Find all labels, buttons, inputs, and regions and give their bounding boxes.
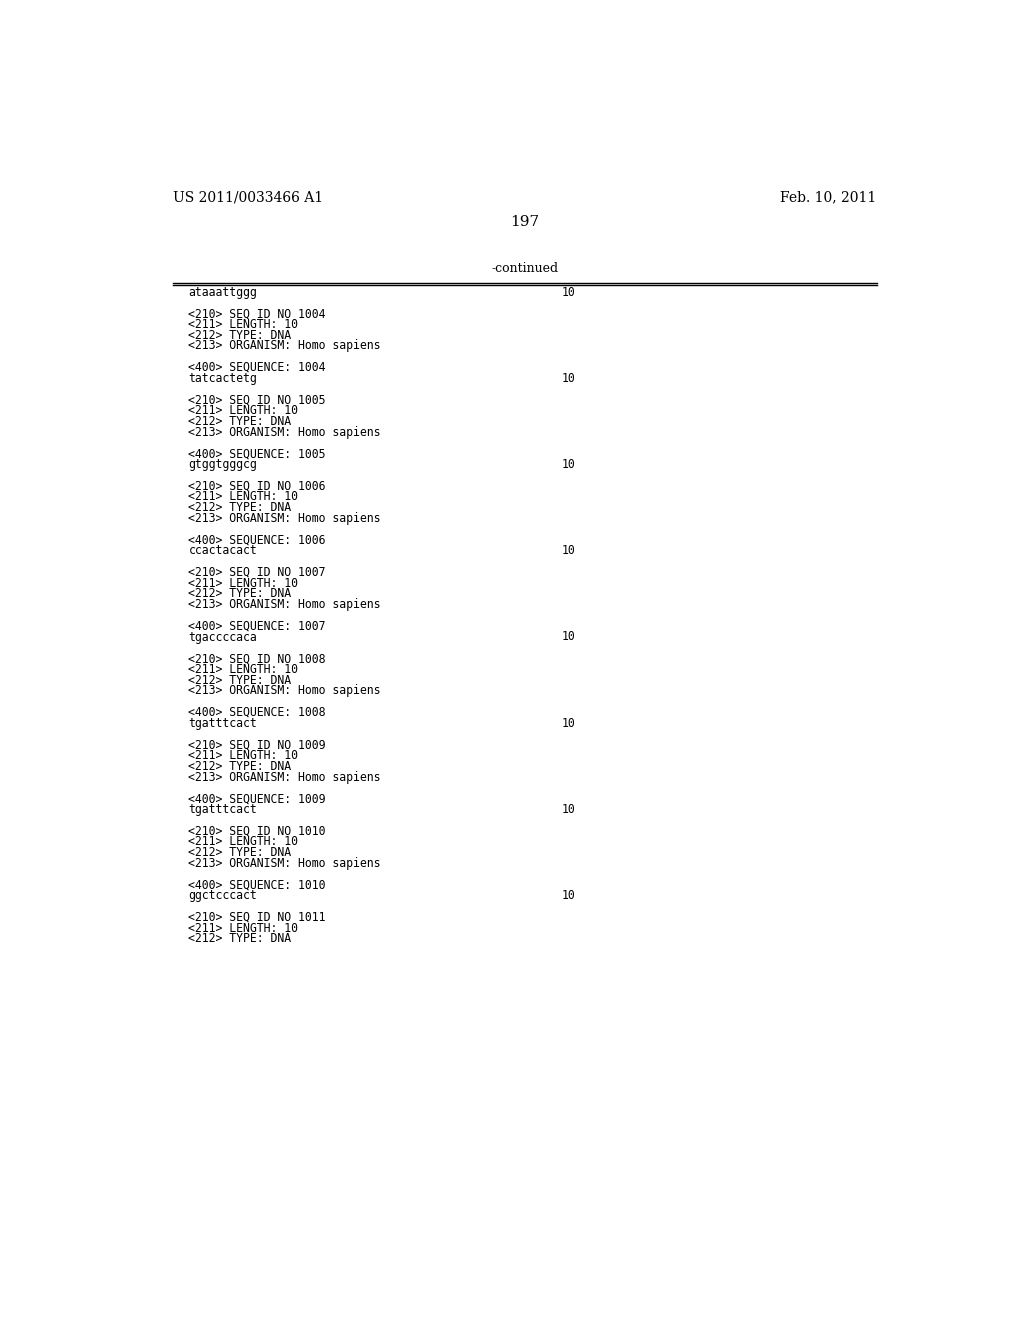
Text: <213> ORGANISM: Homo sapiens: <213> ORGANISM: Homo sapiens: [188, 598, 381, 611]
Text: <400> SEQUENCE: 1008: <400> SEQUENCE: 1008: [188, 706, 326, 719]
Text: 10: 10: [562, 631, 575, 644]
Text: <211> LENGTH: 10: <211> LENGTH: 10: [188, 836, 298, 849]
Text: <210> SEQ ID NO 1005: <210> SEQ ID NO 1005: [188, 393, 326, 407]
Text: <212> TYPE: DNA: <212> TYPE: DNA: [188, 760, 292, 774]
Text: <210> SEQ ID NO 1006: <210> SEQ ID NO 1006: [188, 479, 326, 492]
Text: <210> SEQ ID NO 1011: <210> SEQ ID NO 1011: [188, 911, 326, 924]
Text: <210> SEQ ID NO 1007: <210> SEQ ID NO 1007: [188, 566, 326, 579]
Text: <212> TYPE: DNA: <212> TYPE: DNA: [188, 932, 292, 945]
Text: <211> LENGTH: 10: <211> LENGTH: 10: [188, 577, 298, 590]
Text: ggctcccact: ggctcccact: [188, 890, 257, 903]
Text: <212> TYPE: DNA: <212> TYPE: DNA: [188, 673, 292, 686]
Text: US 2011/0033466 A1: US 2011/0033466 A1: [173, 190, 324, 205]
Text: <211> LENGTH: 10: <211> LENGTH: 10: [188, 318, 298, 331]
Text: <210> SEQ ID NO 1004: <210> SEQ ID NO 1004: [188, 308, 326, 321]
Text: ccactacact: ccactacact: [188, 544, 257, 557]
Text: tatcactetg: tatcactetg: [188, 372, 257, 385]
Text: <211> LENGTH: 10: <211> LENGTH: 10: [188, 490, 298, 503]
Text: <211> LENGTH: 10: <211> LENGTH: 10: [188, 663, 298, 676]
Text: <400> SEQUENCE: 1010: <400> SEQUENCE: 1010: [188, 878, 326, 891]
Text: <400> SEQUENCE: 1004: <400> SEQUENCE: 1004: [188, 360, 326, 374]
Text: tgaccccaca: tgaccccaca: [188, 631, 257, 644]
Text: 10: 10: [562, 285, 575, 298]
Text: <212> TYPE: DNA: <212> TYPE: DNA: [188, 846, 292, 859]
Text: <400> SEQUENCE: 1009: <400> SEQUENCE: 1009: [188, 792, 326, 805]
Text: <213> ORGANISM: Homo sapiens: <213> ORGANISM: Homo sapiens: [188, 684, 381, 697]
Text: <211> LENGTH: 10: <211> LENGTH: 10: [188, 921, 298, 935]
Text: <210> SEQ ID NO 1008: <210> SEQ ID NO 1008: [188, 652, 326, 665]
Text: -continued: -continued: [492, 263, 558, 276]
Text: <211> LENGTH: 10: <211> LENGTH: 10: [188, 404, 298, 417]
Text: <210> SEQ ID NO 1010: <210> SEQ ID NO 1010: [188, 825, 326, 838]
Text: 10: 10: [562, 890, 575, 903]
Text: <213> ORGANISM: Homo sapiens: <213> ORGANISM: Homo sapiens: [188, 771, 381, 784]
Text: 10: 10: [562, 458, 575, 471]
Text: <212> TYPE: DNA: <212> TYPE: DNA: [188, 502, 292, 515]
Text: <210> SEQ ID NO 1009: <210> SEQ ID NO 1009: [188, 738, 326, 751]
Text: <211> LENGTH: 10: <211> LENGTH: 10: [188, 748, 298, 762]
Text: tgatttcact: tgatttcact: [188, 717, 257, 730]
Text: 197: 197: [510, 215, 540, 230]
Text: 10: 10: [562, 803, 575, 816]
Text: <212> TYPE: DNA: <212> TYPE: DNA: [188, 329, 292, 342]
Text: <400> SEQUENCE: 1006: <400> SEQUENCE: 1006: [188, 533, 326, 546]
Text: <212> TYPE: DNA: <212> TYPE: DNA: [188, 414, 292, 428]
Text: <213> ORGANISM: Homo sapiens: <213> ORGANISM: Homo sapiens: [188, 339, 381, 352]
Text: 10: 10: [562, 717, 575, 730]
Text: <212> TYPE: DNA: <212> TYPE: DNA: [188, 587, 292, 601]
Text: 10: 10: [562, 544, 575, 557]
Text: ataaattggg: ataaattggg: [188, 285, 257, 298]
Text: gtggtgggcg: gtggtgggcg: [188, 458, 257, 471]
Text: <213> ORGANISM: Homo sapiens: <213> ORGANISM: Homo sapiens: [188, 857, 381, 870]
Text: <213> ORGANISM: Homo sapiens: <213> ORGANISM: Homo sapiens: [188, 512, 381, 525]
Text: <400> SEQUENCE: 1007: <400> SEQUENCE: 1007: [188, 619, 326, 632]
Text: 10: 10: [562, 372, 575, 385]
Text: tgatttcact: tgatttcact: [188, 803, 257, 816]
Text: <400> SEQUENCE: 1005: <400> SEQUENCE: 1005: [188, 447, 326, 461]
Text: Feb. 10, 2011: Feb. 10, 2011: [780, 190, 877, 205]
Text: <213> ORGANISM: Homo sapiens: <213> ORGANISM: Homo sapiens: [188, 425, 381, 438]
